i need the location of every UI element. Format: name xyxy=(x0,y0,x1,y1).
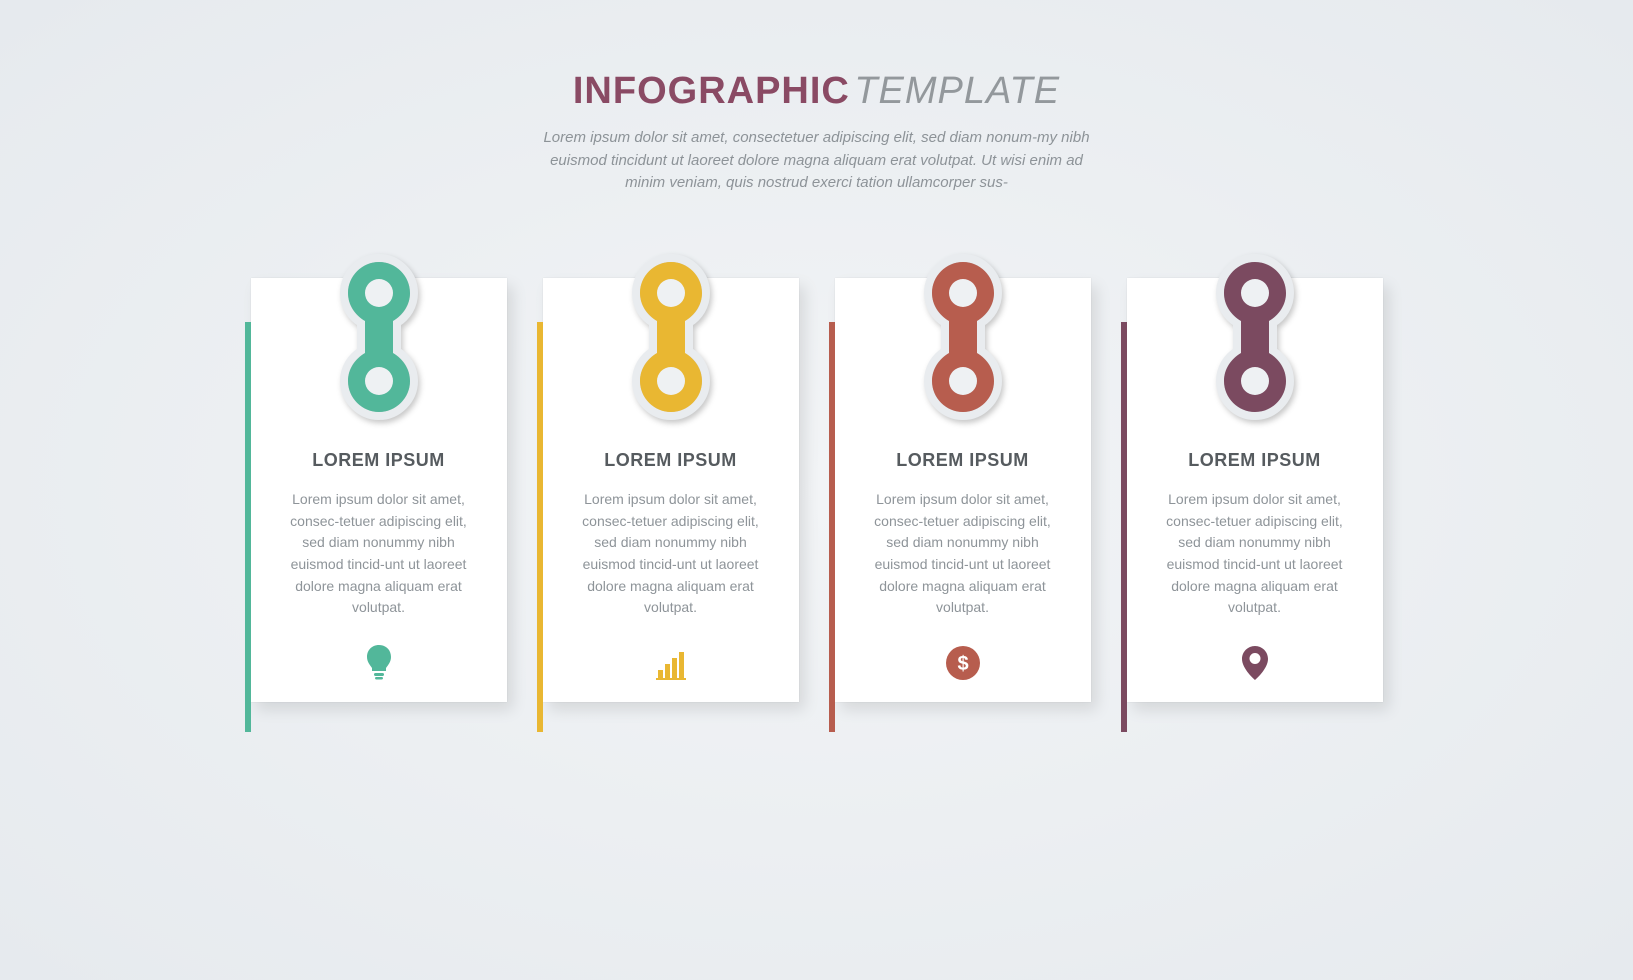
card-1-title: LOREM IPSUM xyxy=(279,450,479,471)
card-3-title: LOREM IPSUM xyxy=(863,450,1063,471)
card-4-text: Lorem ipsum dolor sit amet, consec-tetue… xyxy=(1155,489,1355,619)
card-2-ornament xyxy=(616,252,726,422)
header: INFOGRAPHIC TEMPLATE Lorem ipsum dolor s… xyxy=(0,0,1633,195)
card-4: LOREM IPSUM Lorem ipsum dolor sit amet, … xyxy=(1127,278,1383,702)
card-1: LOREM IPSUM Lorem ipsum dolor sit amet, … xyxy=(251,278,507,702)
card-1-body: LOREM IPSUM Lorem ipsum dolor sit amet, … xyxy=(251,438,507,619)
title-light: TEMPLATE xyxy=(854,70,1060,112)
card-2-text: Lorem ipsum dolor sit amet, consec-tetue… xyxy=(571,489,771,619)
title: INFOGRAPHIC TEMPLATE xyxy=(573,70,1060,113)
card-3: LOREM IPSUM Lorem ipsum dolor sit amet, … xyxy=(835,278,1091,702)
lightbulb-icon xyxy=(366,644,392,680)
card-2-title: LOREM IPSUM xyxy=(571,450,771,471)
map-pin-icon xyxy=(1242,646,1268,680)
card-1-ornament xyxy=(324,252,434,422)
dollar-icon: $ xyxy=(946,646,980,680)
card-4-body: LOREM IPSUM Lorem ipsum dolor sit amet, … xyxy=(1127,438,1383,619)
cards-row: LOREM IPSUM Lorem ipsum dolor sit amet, … xyxy=(0,278,1633,702)
card-4-title: LOREM IPSUM xyxy=(1155,450,1355,471)
subtitle: Lorem ipsum dolor sit amet, consectetuer… xyxy=(537,127,1097,195)
card-2-body: LOREM IPSUM Lorem ipsum dolor sit amet, … xyxy=(543,438,799,619)
card-2: LOREM IPSUM Lorem ipsum dolor sit amet, … xyxy=(543,278,799,702)
card-4-ornament xyxy=(1200,252,1310,422)
card-1-text: Lorem ipsum dolor sit amet, consec-tetue… xyxy=(279,489,479,619)
svg-text:$: $ xyxy=(957,653,968,675)
card-3-body: LOREM IPSUM Lorem ipsum dolor sit amet, … xyxy=(835,438,1091,619)
card-3-ornament xyxy=(908,252,1018,422)
bar-chart-icon xyxy=(656,652,686,680)
title-strong: INFOGRAPHIC xyxy=(573,70,850,112)
card-3-text: Lorem ipsum dolor sit amet, consec-tetue… xyxy=(863,489,1063,619)
